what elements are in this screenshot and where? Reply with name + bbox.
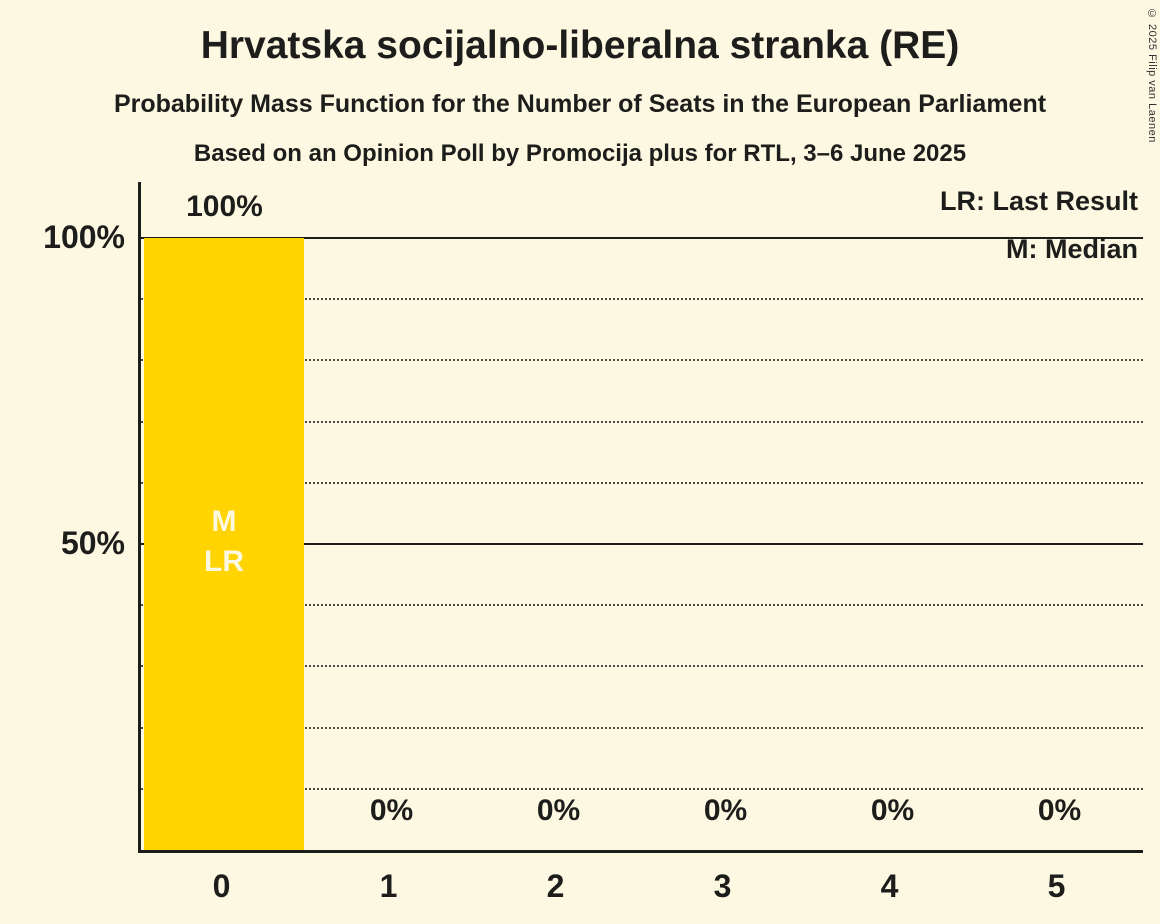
x-axis: 0 1 2 3 4 5: [138, 868, 1140, 914]
gridline-100: [141, 237, 1143, 239]
bar-value-label-5: 0%: [1037, 794, 1082, 827]
bar-value-label-2: 0%: [536, 794, 581, 827]
chart-subtitle: Probability Mass Function for the Number…: [113, 90, 1047, 118]
x-tick-1: 1: [379, 868, 398, 904]
gridline-10: [141, 787, 1143, 790]
x-tick-5: 5: [1047, 868, 1066, 904]
chart-title: Hrvatska socijalno-liberalna stranka (RE…: [200, 24, 960, 67]
poll-source-subtitle: Based on an Opinion Poll by Promocija pl…: [193, 140, 967, 167]
x-tick-3: 3: [713, 868, 732, 904]
bar-0: [144, 238, 304, 850]
legend-median: M: Median: [1006, 234, 1138, 264]
gridline-40: [141, 604, 1143, 607]
gridline-90: [141, 298, 1143, 301]
gridline-60: [141, 481, 1143, 484]
gridline-30: [141, 665, 1143, 668]
gridline-70: [141, 420, 1143, 423]
y-axis-label-50: 50%: [60, 525, 125, 561]
bar-value-label-4: 0%: [870, 794, 915, 827]
median-last-result-annotation: M LR: [144, 502, 304, 582]
legend-last-result: LR: Last Result: [939, 186, 1138, 216]
x-tick-0: 0: [212, 868, 231, 904]
bar-value-label-0: 100%: [186, 190, 263, 223]
copyright-notice: © 2025 Filip van Laenen: [1146, 8, 1158, 143]
bar-value-label-1: 0%: [369, 794, 414, 827]
y-axis-label-100: 100%: [43, 219, 125, 255]
annotation-lr: LR: [204, 545, 244, 578]
chart-area: 100% M LR 0% 0% 0% 0% 0%: [138, 182, 1143, 853]
x-tick-4: 4: [880, 868, 899, 904]
gridline-80: [141, 359, 1143, 362]
gridline-50: [141, 543, 1143, 545]
gridline-20: [141, 726, 1143, 729]
bar-value-label-3: 0%: [703, 794, 748, 827]
x-tick-2: 2: [546, 868, 565, 904]
annotation-m: M: [211, 505, 237, 538]
